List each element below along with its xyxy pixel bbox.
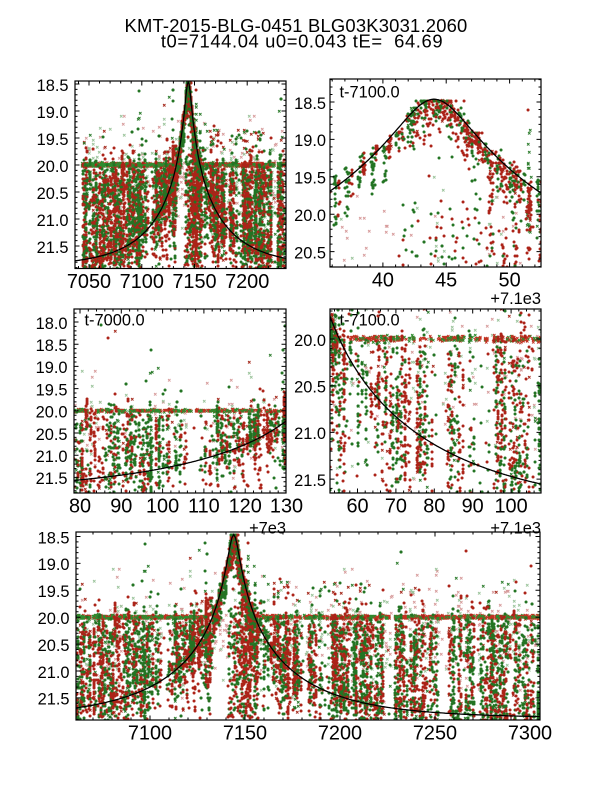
svg-text:100: 100 bbox=[146, 495, 179, 517]
svg-text:50: 50 bbox=[499, 269, 521, 291]
svg-text:KMT-2015-BLG-0451 BLG03K3031.2: KMT-2015-BLG-0451 BLG03K3031.2060 bbox=[125, 15, 468, 36]
svg-text:7150: 7150 bbox=[172, 271, 216, 293]
svg-text:t-7100.0: t-7100.0 bbox=[340, 312, 400, 330]
svg-text:7100: 7100 bbox=[128, 722, 172, 744]
svg-text:7250: 7250 bbox=[413, 722, 457, 744]
svg-text:19.5: 19.5 bbox=[36, 381, 68, 399]
svg-text:60: 60 bbox=[346, 495, 368, 517]
svg-text:120: 120 bbox=[229, 495, 262, 517]
svg-text:19.0: 19.0 bbox=[36, 359, 68, 377]
svg-text:18.5: 18.5 bbox=[38, 529, 70, 547]
svg-text:21.0: 21.0 bbox=[37, 212, 69, 230]
svg-text:21.5: 21.5 bbox=[36, 470, 68, 488]
svg-text:18.0: 18.0 bbox=[36, 315, 68, 333]
svg-text:7200: 7200 bbox=[318, 722, 362, 744]
svg-text:20.5: 20.5 bbox=[294, 379, 326, 397]
svg-text:21.5: 21.5 bbox=[38, 691, 70, 709]
svg-text:45: 45 bbox=[435, 269, 457, 291]
svg-text:20.0: 20.0 bbox=[294, 207, 326, 225]
svg-text:40: 40 bbox=[372, 269, 394, 291]
svg-text:7050: 7050 bbox=[67, 271, 111, 293]
svg-text:20.5: 20.5 bbox=[36, 426, 68, 444]
svg-text:+7.1e3: +7.1e3 bbox=[490, 520, 541, 538]
svg-text:19.5: 19.5 bbox=[38, 583, 70, 601]
svg-text:7100: 7100 bbox=[120, 271, 164, 293]
svg-text:19.0: 19.0 bbox=[38, 556, 70, 574]
svg-text:21.5: 21.5 bbox=[37, 239, 69, 257]
svg-text:+7e3: +7e3 bbox=[249, 520, 286, 538]
svg-text:19.5: 19.5 bbox=[294, 170, 326, 188]
svg-text:80: 80 bbox=[423, 495, 445, 517]
svg-text:20.0: 20.0 bbox=[36, 404, 68, 422]
svg-text:20.0: 20.0 bbox=[294, 332, 326, 350]
svg-text:19.0: 19.0 bbox=[294, 132, 326, 150]
svg-text:t0=7144.04 u0=0.043 tE= 64.69: t0=7144.04 u0=0.043 tE= 64.69 bbox=[161, 31, 443, 52]
svg-text:7150: 7150 bbox=[223, 722, 267, 744]
svg-text:+7.1e3: +7.1e3 bbox=[490, 290, 541, 308]
svg-text:21.0: 21.0 bbox=[38, 664, 70, 682]
svg-text:21.5: 21.5 bbox=[294, 472, 326, 490]
svg-text:90: 90 bbox=[462, 495, 484, 517]
svg-text:20.0: 20.0 bbox=[38, 610, 70, 628]
svg-text:7200: 7200 bbox=[225, 271, 269, 293]
svg-text:18.5: 18.5 bbox=[294, 95, 326, 113]
svg-text:18.5: 18.5 bbox=[36, 337, 68, 355]
svg-text:t-7100.0: t-7100.0 bbox=[340, 84, 400, 102]
svg-text:20.5: 20.5 bbox=[37, 185, 69, 203]
svg-text:20.0: 20.0 bbox=[37, 158, 69, 176]
svg-text:t-7000.0: t-7000.0 bbox=[85, 312, 145, 330]
svg-text:21.0: 21.0 bbox=[294, 425, 326, 443]
svg-text:130: 130 bbox=[270, 495, 303, 517]
svg-text:90: 90 bbox=[110, 495, 132, 517]
svg-text:21.0: 21.0 bbox=[36, 448, 68, 466]
svg-text:100: 100 bbox=[495, 495, 528, 517]
svg-text:70: 70 bbox=[385, 495, 407, 517]
svg-text:80: 80 bbox=[69, 495, 91, 517]
svg-text:20.5: 20.5 bbox=[294, 244, 326, 262]
svg-text:18.5: 18.5 bbox=[37, 77, 69, 95]
svg-text:110: 110 bbox=[188, 495, 220, 517]
svg-text:7300: 7300 bbox=[508, 722, 552, 744]
svg-text:19.5: 19.5 bbox=[37, 131, 69, 149]
svg-text:19.0: 19.0 bbox=[37, 104, 69, 122]
svg-text:20.5: 20.5 bbox=[38, 637, 70, 655]
